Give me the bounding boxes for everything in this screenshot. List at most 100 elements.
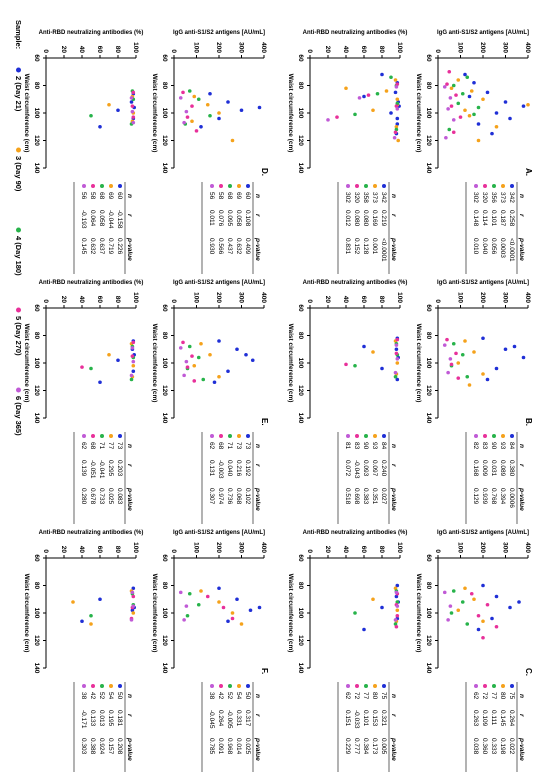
scatter-plot-2: 60 80 100 120 140 0 100 200 300 400 Waist circumfe… bbox=[151, 30, 267, 274]
stat-p: 0.280 bbox=[80, 488, 87, 505]
stat-row-marker bbox=[483, 684, 487, 688]
y-tick-label: 80 bbox=[114, 46, 121, 54]
stat-header-r: r bbox=[518, 714, 525, 717]
stat-n: 56 bbox=[80, 192, 87, 200]
data-point-sample-2 bbox=[248, 608, 253, 613]
data-point-sample-5 bbox=[494, 624, 499, 629]
stat-n: 358 bbox=[362, 192, 369, 203]
data-point-sample-6 bbox=[129, 618, 134, 622]
stat-p: 0.785 bbox=[208, 738, 215, 755]
stat-header-r: r bbox=[126, 714, 133, 717]
stat-r: 0.131 bbox=[208, 460, 215, 477]
stat-n: 90 bbox=[362, 442, 369, 450]
stat-r: 0.058 bbox=[235, 210, 242, 227]
data-point-sample-5 bbox=[185, 365, 190, 369]
stat-n: 68 bbox=[217, 442, 224, 450]
stat-row-marker bbox=[510, 184, 514, 188]
stat-n: 50 bbox=[116, 692, 123, 700]
x-axis-label: Waist circumference (cm) bbox=[151, 324, 158, 403]
stat-n: 93 bbox=[371, 442, 378, 450]
scatter-plot-6: 60 80 100 120 140 0 100 200 300 400 Waist circumfe… bbox=[151, 280, 267, 524]
data-point-sample-2 bbox=[80, 619, 84, 624]
data-point-sample-3 bbox=[192, 94, 197, 99]
data-point-sample-4 bbox=[476, 105, 481, 110]
stat-r: 0.101 bbox=[362, 710, 369, 727]
stat-n: 73 bbox=[244, 442, 251, 450]
y-tick-label: 20 bbox=[324, 296, 331, 304]
data-point-sample-6 bbox=[131, 120, 136, 125]
stat-header-n: n bbox=[254, 444, 261, 448]
stat-r: 0.169 bbox=[371, 210, 378, 227]
x-tick-label: 140 bbox=[161, 413, 168, 424]
stat-row-marker bbox=[219, 684, 223, 688]
data-point-sample-5 bbox=[394, 351, 399, 356]
stat-r: 0.258 bbox=[508, 210, 515, 227]
stat-p: 0.437 bbox=[226, 238, 233, 255]
data-point-sample-5 bbox=[395, 82, 400, 86]
scatter-plot-0: 60 80 100 120 140 0 100 200 300 400 Waist circumfe… bbox=[415, 30, 531, 274]
y-tick-label: 0 bbox=[170, 299, 177, 303]
data-point-sample-5 bbox=[395, 613, 400, 618]
legend-marker bbox=[16, 67, 21, 73]
data-point-sample-5 bbox=[394, 624, 399, 629]
stat-p: 0.736 bbox=[226, 488, 233, 505]
data-point-sample-3 bbox=[456, 78, 461, 82]
stat-row-marker bbox=[246, 184, 250, 188]
data-point-sample-3 bbox=[463, 586, 467, 591]
stat-n: 373 bbox=[499, 192, 506, 203]
data-point-sample-2 bbox=[235, 597, 239, 602]
stat-p: 0.025 bbox=[107, 488, 114, 505]
data-point-sample-4 bbox=[129, 377, 134, 382]
data-point-sample-4 bbox=[187, 591, 192, 596]
stat-header-r: r bbox=[126, 214, 133, 217]
stat-header-r: r bbox=[390, 714, 397, 717]
stat-p: 0.394 bbox=[499, 488, 506, 505]
stat-r: 0.031 bbox=[490, 460, 497, 477]
stat-header-n: n bbox=[390, 194, 397, 198]
stat-row-marker bbox=[510, 684, 514, 688]
stat-n: 73 bbox=[235, 442, 242, 450]
data-point-sample-2 bbox=[98, 380, 102, 385]
data-point-sample-6 bbox=[131, 604, 136, 608]
data-point-sample-5 bbox=[449, 104, 454, 108]
stat-r: 0.295 bbox=[107, 460, 114, 477]
data-point-sample-6 bbox=[130, 109, 135, 114]
stat-row-marker bbox=[492, 434, 496, 438]
x-axis-label: Waist circumference (cm) bbox=[23, 574, 30, 653]
legend-marker bbox=[16, 227, 21, 233]
legend-marker bbox=[16, 307, 21, 313]
stat-n: 72 bbox=[353, 692, 360, 700]
stat-n: 50 bbox=[244, 692, 251, 700]
data-point-sample-2 bbox=[494, 366, 499, 371]
y-tick-label: 200 bbox=[215, 542, 222, 553]
data-point-sample-2 bbox=[394, 347, 399, 352]
y-tick-label: 40 bbox=[78, 46, 85, 54]
stat-p: <0.0001 bbox=[380, 238, 387, 262]
data-point-sample-2 bbox=[226, 100, 230, 104]
stat-p: 0.637 bbox=[98, 238, 105, 255]
stat-row-marker bbox=[91, 184, 95, 188]
stat-row-marker bbox=[228, 184, 232, 188]
x-tick-label: 60 bbox=[297, 554, 304, 562]
x-tick-label: 140 bbox=[425, 663, 432, 674]
stat-r: 0.111 bbox=[490, 710, 497, 726]
stat-p: 0.129 bbox=[472, 488, 479, 505]
data-point-sample-6 bbox=[178, 96, 183, 100]
data-point-sample-5 bbox=[335, 115, 339, 119]
data-point-sample-6 bbox=[326, 118, 330, 122]
stat-n: 77 bbox=[490, 692, 497, 700]
y-axis-label: IgG anti-S1/S2 antigens [AU/mL] bbox=[173, 530, 265, 536]
x-axis-label: Waist circumference (cm) bbox=[287, 574, 294, 653]
data-point-sample-3 bbox=[239, 622, 244, 626]
data-point-sample-4 bbox=[353, 363, 357, 368]
stat-row-marker bbox=[355, 684, 359, 688]
y-tick-label: 0 bbox=[434, 299, 441, 303]
stat-header-n: n bbox=[518, 194, 525, 198]
data-point-sample-2 bbox=[257, 105, 262, 110]
data-point-sample-2 bbox=[472, 80, 476, 85]
stat-header-p: p-value bbox=[126, 487, 133, 511]
data-point-sample-4 bbox=[208, 113, 212, 118]
data-point-sample-4 bbox=[451, 341, 456, 346]
stat-p: 0.152 bbox=[353, 238, 360, 255]
